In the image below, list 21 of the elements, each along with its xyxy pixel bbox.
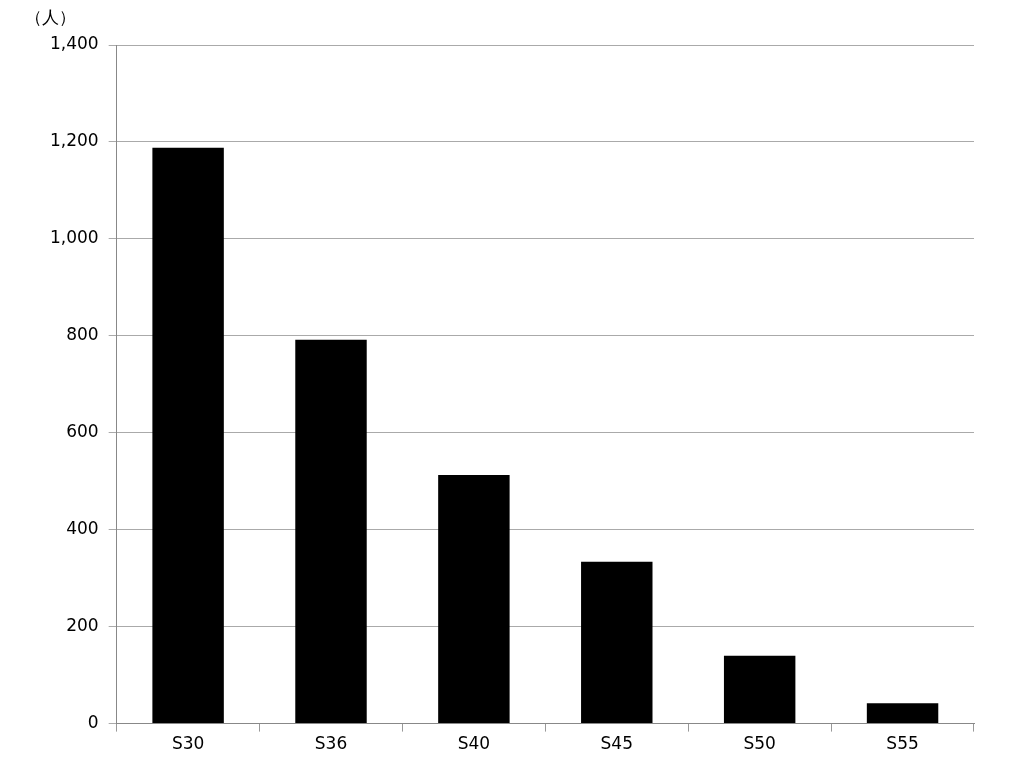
bar (152, 147, 224, 724)
bar (295, 339, 367, 724)
x-tick-label: S36 (314, 733, 348, 754)
bar (866, 703, 939, 724)
y-axis-title: （人） (24, 6, 76, 27)
x-tick-label: S40 (457, 733, 491, 754)
bar (723, 655, 796, 724)
y-tick-label: 600 (66, 421, 99, 442)
y-tick-label: 400 (66, 518, 99, 539)
y-tick-label: 1,000 (50, 227, 99, 248)
y-tick-label: 1,400 (50, 33, 99, 54)
y-tick-label: 200 (66, 615, 99, 636)
bar (581, 561, 653, 724)
x-tick-label: S50 (743, 733, 776, 754)
y-tick-label: 800 (66, 324, 99, 345)
y-tick-label: 1,200 (50, 130, 99, 151)
bar (438, 474, 510, 724)
y-tick-label: 0 (87, 712, 99, 733)
x-tick-label: S55 (886, 733, 919, 754)
x-tick-label: S30 (171, 733, 205, 754)
x-tick-label: S45 (600, 733, 633, 754)
